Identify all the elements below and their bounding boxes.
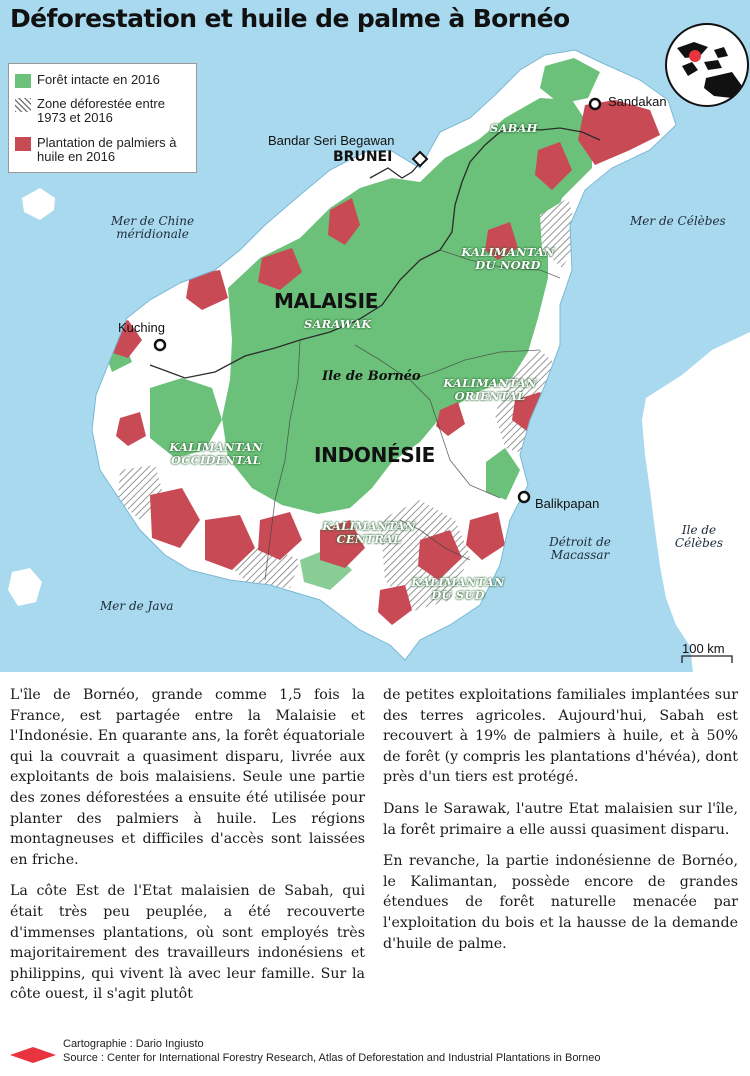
map-graphic (8, 23, 750, 672)
label-brunei: BRUNEI (333, 149, 393, 165)
article-paragraph: L'île de Bornéo, grande comme 1,5 fois l… (10, 687, 365, 868)
land-cover (104, 58, 660, 625)
label-sea-java: Mer de Java (100, 599, 174, 613)
credit-source: Source : Center for International Forest… (63, 1052, 601, 1064)
label-sea-china: Mer de Chine méridionale (110, 214, 195, 242)
deforested-swatch (15, 98, 31, 112)
legend-label-palm: Plantation de palmiers à huile en 2016 (37, 135, 177, 164)
palm-swatch (15, 137, 31, 151)
label-kuching: Kuching (118, 320, 165, 335)
article-column-1: L'île de Bornéo, grande comme 1,5 fois l… (10, 685, 365, 1016)
label-sarawak: SARAWAK (304, 317, 372, 331)
label-sea-celebes: Mer de Célèbes (630, 214, 726, 228)
article-paragraph: La côte Est de l'Etat malaisien de Sabah… (10, 883, 365, 1003)
label-island-celebes: Ile de Célèbes (674, 523, 724, 551)
label-sandakan: Sandakan (608, 94, 667, 109)
article-body: L'île de Bornéo, grande comme 1,5 fois l… (10, 685, 738, 1016)
label-indonesie: INDONÉSIE (314, 443, 435, 467)
celebes-island (642, 332, 750, 672)
legend-label-forest: Forêt intacte en 2016 (37, 72, 160, 87)
label-balikpapan: Balikpapan (535, 496, 600, 511)
borneo-map: Déforestation et huile de palme à Bornéo… (0, 0, 750, 672)
map-title: Déforestation et huile de palme à Bornéo (10, 4, 570, 33)
legend-item-deforested: Zone déforestée entre 1973 et 2016 (15, 97, 195, 125)
label-kal-oriental: KALIMANTAN ORIENTAL (443, 376, 537, 403)
legend-label-deforested: Zone déforestée entre 1973 et 2016 (37, 96, 165, 125)
publisher-logo-icon (10, 1047, 56, 1063)
label-borneo: Ile de Bornéo (322, 369, 421, 384)
kuching-marker (153, 338, 167, 352)
forest-swatch (15, 74, 31, 88)
map-legend: Forêt intacte en 2016 Zone déforestée en… (8, 63, 197, 173)
article-paragraph: Dans le Sarawak, l'autre Etat malaisien … (383, 800, 738, 838)
article-column-2: de petites exploitations familiales impl… (383, 685, 738, 1016)
credit-cartography: Cartographie : Dario Ingiusto (63, 1038, 204, 1050)
islet (8, 568, 42, 606)
article-paragraph: de petites exploitations familiales impl… (383, 687, 738, 786)
legend-item-forest: Forêt intacte en 2016 (15, 73, 195, 88)
label-kal-nord: KALIMANTAN DU NORD (461, 245, 555, 272)
province-borders (264, 249, 561, 581)
label-kal-occidental: KALIMANTAN OCCIDENTAL (169, 440, 263, 467)
label-bandar: Bandar Seri Begawan (268, 133, 395, 148)
label-sabah: SABAH (490, 121, 538, 135)
label-malaisie: MALAISIE (274, 289, 379, 313)
legend-item-palm: Plantation de palmiers à huile en 2016 (15, 136, 195, 164)
credits-footer: Cartographie : Dario Ingiusto Source : C… (0, 1035, 750, 1076)
bandar-marker (411, 150, 429, 168)
label-kal-sud: KALIMANTAN DU SUD (411, 575, 505, 602)
islet (22, 188, 55, 220)
label-kal-central: KALIMANTAN CENTRAL (322, 519, 416, 546)
sandakan-marker (588, 97, 602, 111)
locator-globe (665, 23, 749, 107)
label-scale: 100 km (682, 641, 725, 656)
balikpapan-marker (517, 490, 531, 504)
scale-bar (681, 655, 733, 663)
article-paragraph: En revanche, la partie indonésienne de B… (383, 853, 738, 952)
label-strait-macassar: Détroit de Macassar (549, 535, 611, 563)
